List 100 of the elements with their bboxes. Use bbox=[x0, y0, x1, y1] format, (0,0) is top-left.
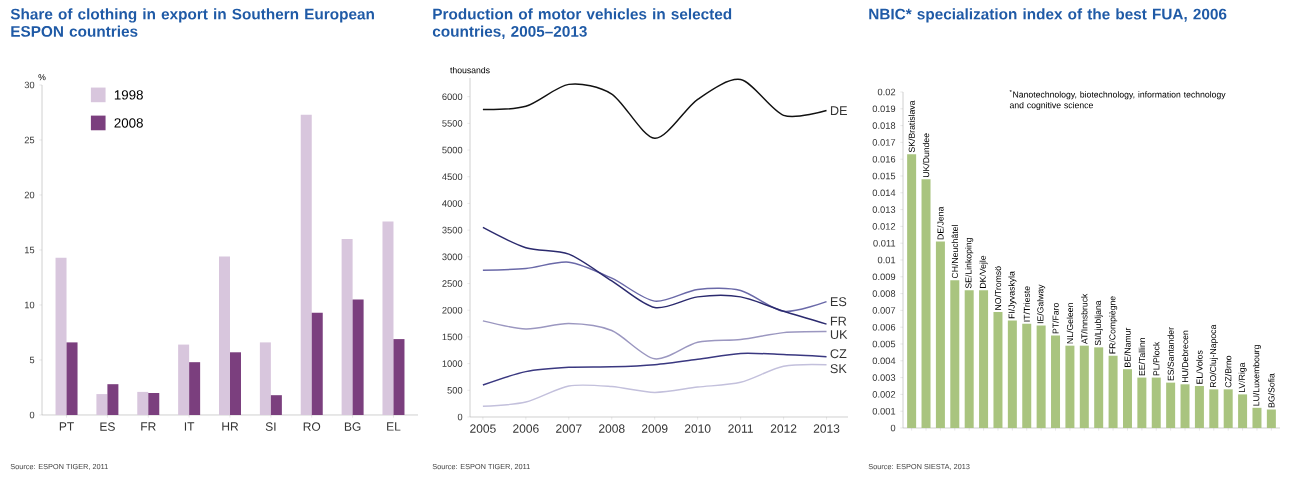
x-tick-label: IT/Trieste bbox=[1023, 286, 1030, 322]
line-series bbox=[482, 261, 828, 313]
bar bbox=[1209, 389, 1219, 428]
bar bbox=[979, 290, 989, 428]
x-tick-label: 2013 bbox=[813, 424, 840, 433]
bar bbox=[1108, 355, 1118, 428]
x-tick-label: BG/Sofia bbox=[1268, 373, 1275, 408]
x-tick-label: HR bbox=[222, 422, 239, 431]
x-tick-label: EL/Volos bbox=[1196, 350, 1203, 384]
y-tick-label: 0.003 bbox=[872, 374, 896, 381]
series-label: SK bbox=[830, 364, 847, 374]
series-label: UK bbox=[830, 330, 848, 339]
x-tick-label: FR/Compiègne bbox=[1109, 296, 1118, 354]
bar bbox=[1266, 409, 1276, 428]
y-tick-label: 30 bbox=[24, 81, 35, 89]
y-tick-label: 0.018 bbox=[872, 122, 896, 129]
x-tick-label: PT bbox=[59, 422, 74, 431]
x-tick-label: SK/Bratislava bbox=[908, 100, 915, 153]
x-tick-label: SE/Linkoping bbox=[965, 238, 974, 289]
bar bbox=[1151, 377, 1161, 428]
y-tick-label: 0.014 bbox=[872, 189, 896, 197]
x-tick-label: LU/Luxembourg bbox=[1252, 345, 1262, 406]
bar bbox=[1252, 407, 1262, 428]
x-tick-label: CH/Neuchâtel bbox=[951, 225, 958, 279]
x-tick-label: NL/Geleen bbox=[1066, 303, 1074, 344]
y-tick-label: 0.002 bbox=[872, 391, 896, 398]
y-tick-label: 3000 bbox=[442, 253, 463, 261]
bar bbox=[964, 290, 974, 428]
x-tick-label: PT/Faro bbox=[1052, 303, 1059, 334]
x-tick-label: IT bbox=[184, 422, 195, 431]
bar bbox=[178, 344, 190, 415]
legend-label: 2008 bbox=[114, 118, 143, 128]
bar bbox=[1166, 382, 1176, 428]
y-tick-label: 0.001 bbox=[872, 407, 896, 415]
x-tick-label: EL bbox=[387, 422, 401, 431]
line-series bbox=[482, 352, 828, 386]
bar bbox=[259, 342, 271, 415]
y-tick-label: 6000 bbox=[442, 93, 463, 100]
bar bbox=[1137, 377, 1147, 428]
chart-title: Production of motor vehicles in selected countries, 2005–2013 bbox=[432, 8, 732, 40]
bar bbox=[148, 392, 160, 415]
y-tick-label: 0.011 bbox=[873, 239, 896, 247]
series-label: CZ bbox=[830, 349, 847, 359]
bar bbox=[270, 395, 282, 415]
y-tick-label: 0 bbox=[29, 411, 35, 419]
x-tick-label: SI bbox=[265, 422, 276, 431]
bar bbox=[1223, 389, 1233, 428]
annotation: $^{*}$Nanotechnology, biotechnology, information technology and cognitive science bbox=[1009, 89, 1226, 110]
x-tick-label: FI/Jyvaskyla bbox=[1008, 271, 1017, 319]
bar bbox=[55, 257, 67, 415]
x-tick-label: FR bbox=[141, 422, 156, 431]
bar bbox=[1022, 323, 1032, 428]
bar bbox=[230, 352, 242, 415]
y-tick-label: 0.016 bbox=[872, 155, 896, 163]
line-series bbox=[482, 226, 828, 325]
x-tick-label: RO bbox=[303, 422, 321, 431]
x-tick-label: SI/Ljubljana bbox=[1094, 300, 1103, 346]
bar bbox=[1238, 394, 1248, 428]
bar bbox=[950, 280, 960, 428]
bar bbox=[311, 312, 323, 415]
line-series bbox=[482, 320, 828, 360]
x-tick-label: EE/Tallinn bbox=[1138, 338, 1146, 376]
y-tick-label: 0.013 bbox=[872, 206, 896, 213]
x-tick-label: BG bbox=[344, 422, 361, 431]
x-tick-label: ES bbox=[100, 422, 115, 431]
bar bbox=[66, 342, 78, 415]
bar bbox=[1122, 369, 1132, 428]
y-tick-label: 0 bbox=[890, 424, 896, 432]
x-tick-label: AT/Innsbruck bbox=[1081, 293, 1088, 345]
y-tick-label: 0.005 bbox=[872, 340, 896, 348]
y-tick-label: 0.01 bbox=[877, 256, 896, 264]
y-tick-label: 0.012 bbox=[872, 223, 896, 230]
bar bbox=[993, 312, 1003, 428]
y-tick-label: 1000 bbox=[442, 360, 463, 367]
bar bbox=[1051, 335, 1061, 428]
x-tick-label: PL/Plock bbox=[1153, 341, 1160, 376]
x-tick-label: 2008 bbox=[599, 424, 625, 433]
y-tick-label: 2500 bbox=[442, 280, 463, 287]
x-tick-label: 2012 bbox=[770, 424, 797, 433]
bar bbox=[393, 339, 405, 415]
line-series bbox=[482, 363, 828, 408]
legend-label: 1998 bbox=[114, 90, 143, 100]
y-tick-label: 3500 bbox=[442, 226, 463, 234]
series-label: DE bbox=[830, 106, 847, 115]
bar bbox=[189, 362, 201, 415]
x-tick-label: UK/Dundee bbox=[922, 133, 930, 178]
x-tick-label: 2005 bbox=[470, 424, 496, 433]
bar bbox=[219, 256, 231, 415]
y-tick-label: 5 bbox=[29, 356, 35, 364]
x-tick-label: IE/Galway bbox=[1037, 284, 1046, 324]
bar bbox=[1194, 385, 1204, 428]
bar bbox=[300, 114, 312, 415]
y-tick-label: 500 bbox=[447, 387, 463, 394]
line-series bbox=[482, 78, 828, 140]
y-tick-label: 0 bbox=[457, 413, 463, 421]
bar bbox=[382, 221, 394, 415]
bar bbox=[935, 241, 945, 428]
x-tick-label: 2007 bbox=[556, 424, 582, 433]
y-tick-label: 5500 bbox=[442, 120, 463, 127]
x-tick-label: DE/Jena bbox=[937, 206, 944, 240]
